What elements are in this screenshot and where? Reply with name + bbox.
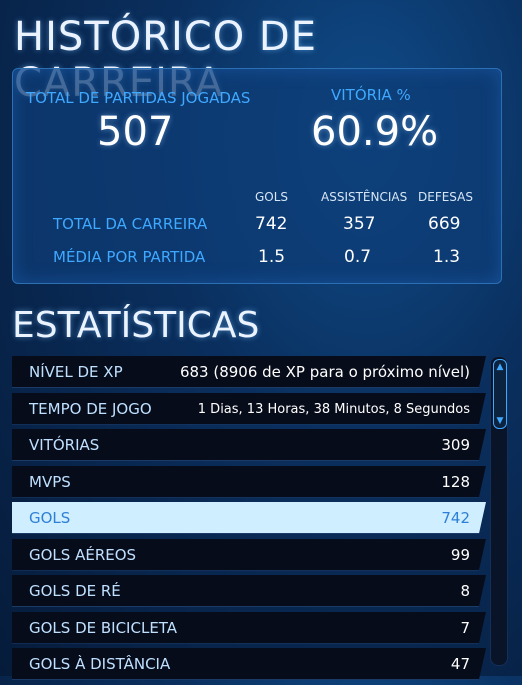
stat-value: 742 (441, 509, 470, 527)
stat-row-wins[interactable]: VITÓRIAS 309 (12, 429, 486, 461)
stat-row-xp-level[interactable]: NÍVEL DE XP 683 (8906 de XP para o próxi… (12, 356, 486, 388)
stat-label: GOLS DE BICICLETA (29, 618, 178, 637)
stat-value: 47 (450, 655, 470, 673)
career-total-assists: 357 (343, 214, 376, 234)
per-match-goals: 1.5 (258, 247, 286, 267)
total-matches-label: TOTAL DE PARTIDAS JOGADAS (26, 89, 251, 107)
career-total-saves: 669 (428, 214, 461, 234)
column-header-goals: GOLS (255, 190, 289, 204)
career-summary-panel: TOTAL DE PARTIDAS JOGADAS 507 VITÓRIA % … (12, 68, 502, 284)
stat-row-backwards-goals[interactable]: GOLS DE RÉ 8 (12, 575, 486, 607)
stat-row-long-goals[interactable]: GOLS À DISTÂNCIA 47 (12, 648, 486, 680)
per-match-label: MÉDIA POR PARTIDA (53, 248, 206, 266)
stat-label: NÍVEL DE XP (29, 363, 123, 381)
stat-value: 128 (441, 472, 470, 491)
chevron-up-icon: ▲ (496, 362, 504, 372)
stat-value: 8 (460, 582, 470, 600)
stat-label: MVPS (29, 472, 71, 491)
stat-row-mvps[interactable]: MVPS 128 (12, 465, 486, 498)
stat-label: GOLS À DISTÂNCIA (29, 655, 171, 673)
stat-value: 99 (450, 545, 470, 564)
stat-label: TEMPO DE JOGO (29, 399, 152, 418)
win-percent-value: 60.9% (311, 109, 439, 155)
stat-label: GOLS DE RÉ (29, 582, 121, 600)
stat-row-goals[interactable]: GOLS 742 (12, 502, 486, 534)
per-match-saves: 1.3 (433, 247, 461, 267)
stat-value: 309 (441, 436, 470, 454)
scrollbar-thumb[interactable]: ▲ ▼ (493, 359, 507, 429)
stats-section-title: ESTATÍSTICAS (12, 305, 260, 346)
stats-scrollbar[interactable]: ▲ ▼ (490, 356, 508, 666)
stat-label: GOLS (29, 509, 71, 527)
stat-label: VITÓRIAS (29, 436, 100, 454)
total-matches-value: 507 (97, 109, 174, 155)
stat-row-aerial-goals[interactable]: GOLS AÉREOS 99 (12, 538, 486, 571)
stat-row-bicycle-goals[interactable]: GOLS DE BICICLETA 7 (12, 611, 486, 644)
career-total-goals: 742 (255, 214, 288, 234)
stat-value: 7 (460, 618, 470, 637)
stat-value: 683 (8906 de XP para o próximo nível) (179, 363, 470, 381)
stat-value: 1 Dias, 13 Horas, 38 Minutos, 8 Segundos (197, 401, 470, 417)
stat-row-play-time[interactable]: TEMPO DE JOGO 1 Dias, 13 Horas, 38 Minut… (12, 392, 486, 425)
chevron-down-icon: ▼ (496, 416, 504, 426)
stat-label: GOLS AÉREOS (29, 545, 137, 564)
win-percent-label: VITÓRIA % (331, 86, 411, 104)
career-total-label: TOTAL DA CARREIRA (53, 215, 208, 233)
column-header-saves: DEFESAS (418, 190, 473, 204)
stats-list: NÍVEL DE XP 683 (8906 de XP para o próxi… (12, 356, 486, 685)
per-match-assists: 0.7 (344, 247, 372, 267)
column-header-assists: ASSISTÊNCIAS (321, 190, 408, 204)
